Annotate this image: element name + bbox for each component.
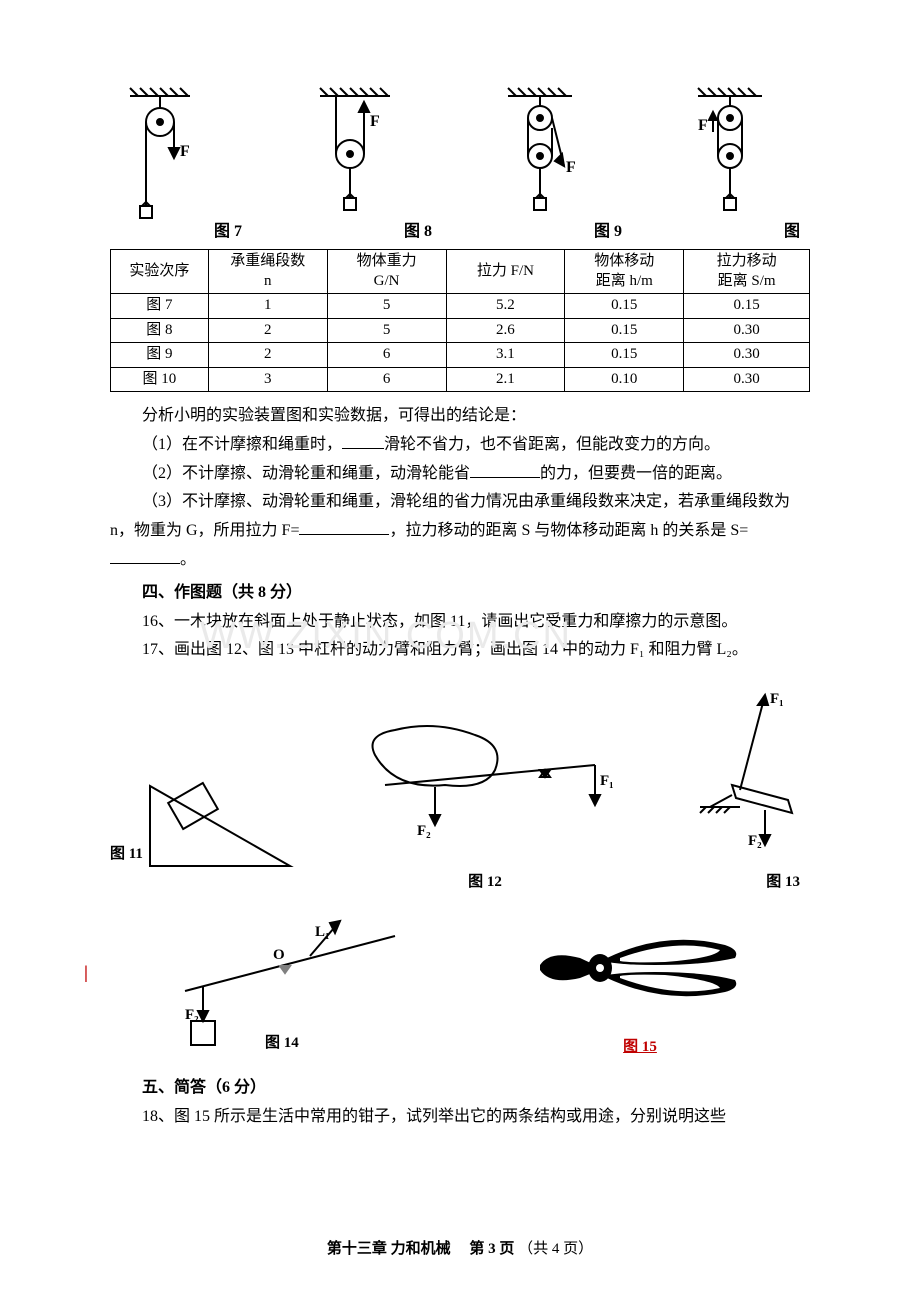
force-label: F [370, 113, 380, 130]
section5-heading: 五、简答（6 分） [110, 1074, 810, 1103]
f1-label: F₁ [770, 691, 784, 707]
pulley9-svg: F [500, 86, 590, 236]
pulley8-svg: F [310, 86, 400, 236]
watermark: WW.ZIXIN.COM.CN [200, 615, 572, 658]
fig15-label: 图 15 [525, 1035, 755, 1056]
force-label: F [698, 117, 708, 134]
f2-label: F₂ [748, 833, 762, 849]
experiment-table: 实验次序 承重绳段数n 物体重力G/N 拉力 F/N 物体移动距离 h/m 拉力… [110, 249, 810, 392]
pulley-fig9: F 图 9 [500, 86, 622, 241]
fig12: F₁ F₂ 图 12 [345, 715, 625, 891]
figure-row-14-15: O L₁ F₂ 图 14 图 15 [110, 901, 810, 1056]
fig13: F₁ F₂ 图 13 [670, 685, 810, 891]
fig14: O L₁ F₂ 图 14 [165, 901, 415, 1056]
th-5: 拉力移动距离 S/m [684, 250, 810, 294]
f1-label: F₁ [600, 773, 614, 789]
pulley7-svg: F [120, 86, 210, 236]
pulley-fig7: F 图 7 [120, 86, 242, 241]
fig13-svg: F₁ F₂ [670, 685, 810, 865]
figure-row-11-13: 图 11 F₁ F₂ 图 12 [110, 685, 810, 891]
table-row: 图 7155.20.150.15 [111, 294, 810, 319]
caption-8: 图 8 [404, 217, 432, 241]
analysis-q3: （3）不计摩擦、动滑轮重和绳重，滑轮组的省力情况由承重绳段数来决定，若承重绳段数… [110, 488, 810, 574]
fig11: 图 11 [110, 756, 300, 891]
table-row: 图 9263.10.150.30 [111, 343, 810, 368]
fig13-label: 图 13 [670, 870, 800, 891]
footer-page: 第 3 页 [469, 1241, 514, 1257]
fig11-label: 图 11 [110, 842, 143, 863]
fig15: 图 15 [525, 910, 755, 1056]
edit-cursor-icon: | [84, 962, 88, 983]
analysis-q1: （1）在不计摩擦和绳重时，滑轮不省力，也不省距离，但能改变力的方向。 [110, 431, 810, 460]
fig12-label: 图 12 [345, 870, 625, 891]
q18: 18、图 15 所示是生活中常用的钳子，试列举出它的两条结构或用途，分别说明这些 [110, 1103, 810, 1132]
table-header-row: 实验次序 承重绳段数n 物体重力G/N 拉力 F/N 物体移动距离 h/m 拉力… [111, 250, 810, 294]
section5: 五、简答（6 分） 18、图 15 所示是生活中常用的钳子，试列举出它的两条结构… [110, 1074, 810, 1132]
th-2: 物体重力G/N [327, 250, 446, 294]
table-row: 图 10362.10.100.30 [111, 367, 810, 392]
th-1: 承重绳段数n [208, 250, 327, 294]
fig15-svg [525, 910, 755, 1030]
caption-7: 图 7 [214, 217, 242, 241]
fig12-svg: F₁ F₂ [345, 715, 625, 865]
caption-10: 图 [784, 217, 800, 241]
page-footer: 第十三章 力和机械 第 3 页 （共 4 页） [0, 1237, 920, 1258]
force-label: F [180, 143, 190, 160]
pulley10-svg: F [690, 86, 780, 236]
analysis-q2: （2）不计摩擦、动滑轮重和绳重，动滑轮能省的力，但要费一倍的距离。 [110, 460, 810, 489]
l1-label: L₁ [315, 924, 330, 940]
f2-label: F₂ [185, 1007, 199, 1023]
analysis-block: 分析小明的实验装置图和实验数据，可得出的结论是： （1）在不计摩擦和绳重时，滑轮… [110, 402, 810, 575]
fig14-svg: O L₁ F₂ [165, 901, 415, 1051]
th-3: 拉力 F/N [446, 250, 565, 294]
footer-chapter: 第十三章 力和机械 [327, 1241, 451, 1257]
section4-heading: 四、作图题（共 8 分） [110, 579, 810, 608]
pulley-fig10: F 图 [690, 86, 800, 241]
pulley-fig8: F 图 8 [310, 86, 432, 241]
force-label: F [566, 159, 576, 176]
analysis-intro: 分析小明的实验装置图和实验数据，可得出的结论是： [110, 402, 810, 431]
pulley-row: F 图 7 F 图 8 [110, 86, 810, 241]
o-label: O [273, 947, 285, 963]
th-0: 实验次序 [111, 250, 209, 294]
fig11-svg [110, 756, 300, 886]
th-4: 物体移动距离 h/m [565, 250, 684, 294]
footer-total: （共 4 页） [518, 1241, 593, 1257]
fig14-label: 图 14 [265, 1031, 299, 1052]
f2-label: F₂ [417, 823, 431, 839]
table-row: 图 8252.60.150.30 [111, 318, 810, 343]
caption-9: 图 9 [594, 217, 622, 241]
